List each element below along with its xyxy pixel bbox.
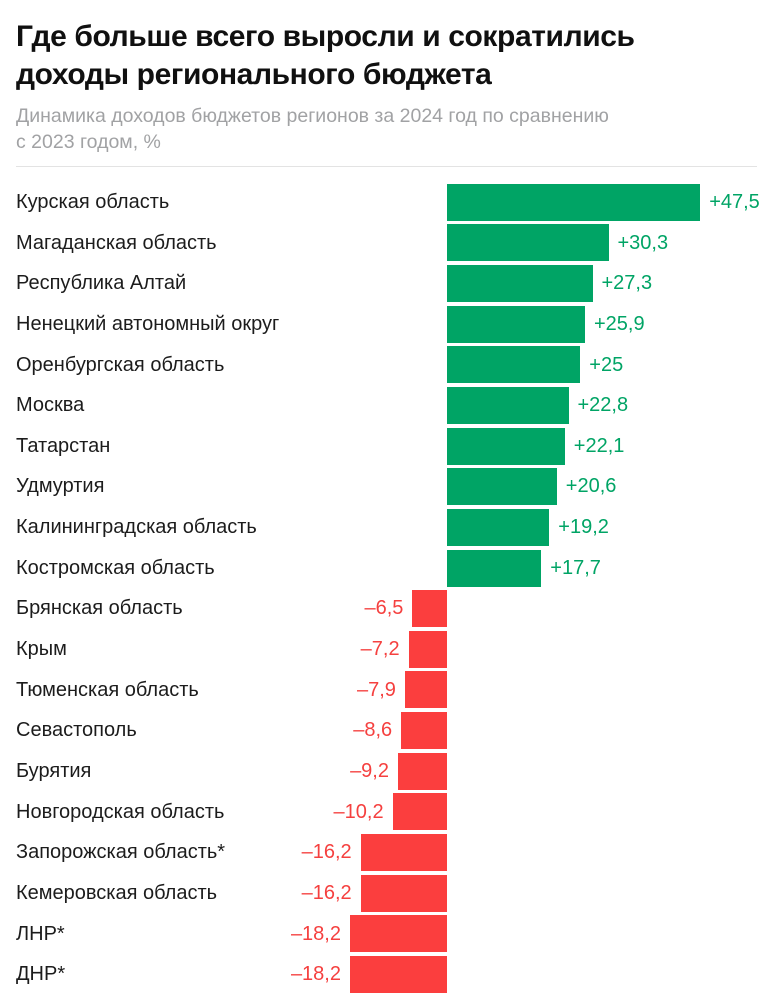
chart-row: ДНР* –18,2 <box>16 954 757 995</box>
subtitle-line-1: Динамика доходов бюджетов регионов за 20… <box>16 105 609 127</box>
region-label: Оренбургская область <box>16 353 225 376</box>
value-label: –7,9 <box>356 678 396 701</box>
region-label: Брянская область <box>16 597 183 620</box>
value-label: –7,2 <box>360 638 400 661</box>
positive-bar <box>447 346 581 384</box>
value-label: +25,9 <box>594 312 645 335</box>
chart-row: Костромская область +17,7 <box>16 548 757 589</box>
page-title: Где больше всего выросли и сократились д… <box>16 18 757 94</box>
region-label: Ненецкий автономный округ <box>16 312 280 335</box>
region-label: Новгородская область <box>16 800 225 823</box>
chart-row: Бурятия –9,2 <box>16 751 757 792</box>
value-label: –16,2 <box>301 881 352 904</box>
positive-bar <box>447 549 542 587</box>
region-label: Бурятия <box>16 759 92 782</box>
value-label: –8,6 <box>353 719 393 742</box>
region-label: Крым <box>16 638 67 661</box>
chart-row: Оренбургская область +25 <box>16 345 757 386</box>
chart-row: Москва +22,8 <box>16 385 757 426</box>
negative-bar <box>408 630 447 668</box>
region-label: Севастополь <box>16 719 137 742</box>
bar-chart: Курская область +47,5 Магаданская область +… <box>16 182 760 995</box>
positive-bar <box>447 183 701 221</box>
negative-bar <box>360 874 447 912</box>
title-line-2: доходы регионального бюджета <box>16 58 492 91</box>
positive-bar <box>447 427 565 465</box>
value-label: +20,6 <box>565 475 617 498</box>
chart-row: Севастополь –8,6 <box>16 710 757 751</box>
chart-row: Магаданская область +30,3 <box>16 223 757 264</box>
region-label: ДНР* <box>16 963 66 986</box>
region-label: Костромская область <box>16 556 215 579</box>
chart-row: Тюменская область –7,9 <box>16 670 757 711</box>
positive-bar <box>447 224 609 262</box>
chart-row: Крым –7,2 <box>16 629 757 670</box>
value-label: +22,8 <box>577 394 629 417</box>
chart-subtitle: Динамика доходов бюджетов регионов за 20… <box>16 103 757 155</box>
negative-bar <box>401 712 447 750</box>
chart-row: Калининградская область +19,2 <box>16 507 757 548</box>
negative-bar <box>350 915 447 953</box>
region-label: Москва <box>16 394 85 417</box>
chart-row: Кемеровская область –16,2 <box>16 873 757 914</box>
negative-bar <box>350 955 447 993</box>
value-label: –18,2 <box>290 963 341 986</box>
region-label: Тюменская область <box>16 678 199 701</box>
subtitle-line-2: с 2023 годом, % <box>16 131 161 153</box>
region-label: Кемеровская область <box>16 881 218 904</box>
value-label: +25 <box>589 353 624 376</box>
region-label: Удмуртия <box>16 475 105 498</box>
value-label: –18,2 <box>290 922 341 945</box>
region-label: Курская область <box>16 191 170 213</box>
region-label: Запорожская область* <box>16 841 226 864</box>
value-label: +27,3 <box>601 272 653 295</box>
positive-bar <box>447 508 550 546</box>
title-line-1: Где больше всего выросли и сократились <box>16 20 635 53</box>
chart-row: Запорожская область* –16,2 <box>16 832 757 873</box>
chart-row: Ненецкий автономный округ +25,9 <box>16 304 757 345</box>
value-label: +30,3 <box>617 231 669 254</box>
value-label: +19,2 <box>558 516 609 539</box>
positive-bar <box>447 305 585 343</box>
value-label: +47,5 <box>709 191 760 213</box>
negative-bar <box>398 752 447 790</box>
region-label: Калининградская область <box>16 516 257 539</box>
positive-bar <box>447 468 557 506</box>
value-label: –16,2 <box>301 841 352 864</box>
positive-bar <box>447 265 593 303</box>
region-label: Республика Алтай <box>16 272 187 295</box>
region-label: Татарстан <box>16 434 111 457</box>
negative-bar <box>412 590 447 628</box>
negative-bar <box>392 793 447 831</box>
chart-row: Курская область +47,5 <box>16 182 760 223</box>
positive-bar <box>447 387 569 424</box>
chart-row: Удмуртия +20,6 <box>16 466 757 507</box>
chart-row: Татарстан +22,1 <box>16 426 757 467</box>
value-label: –6,5 <box>364 597 404 620</box>
chart-row: Брянская область –6,5 <box>16 588 757 629</box>
negative-bar <box>360 834 447 872</box>
value-label: –9,2 <box>350 759 389 782</box>
chart-row: Новгородская область –10,2 <box>16 792 757 833</box>
chart-row: Республика Алтай +27,3 <box>16 263 757 304</box>
divider-line <box>16 166 757 167</box>
value-label: +17,7 <box>550 556 601 579</box>
negative-bar <box>404 671 447 709</box>
value-label: –10,2 <box>333 800 384 823</box>
region-label: ЛНР* <box>16 922 65 945</box>
chart-row: ЛНР* –18,2 <box>16 914 757 955</box>
region-label: Магаданская область <box>16 231 217 254</box>
value-label: +22,1 <box>573 434 625 457</box>
